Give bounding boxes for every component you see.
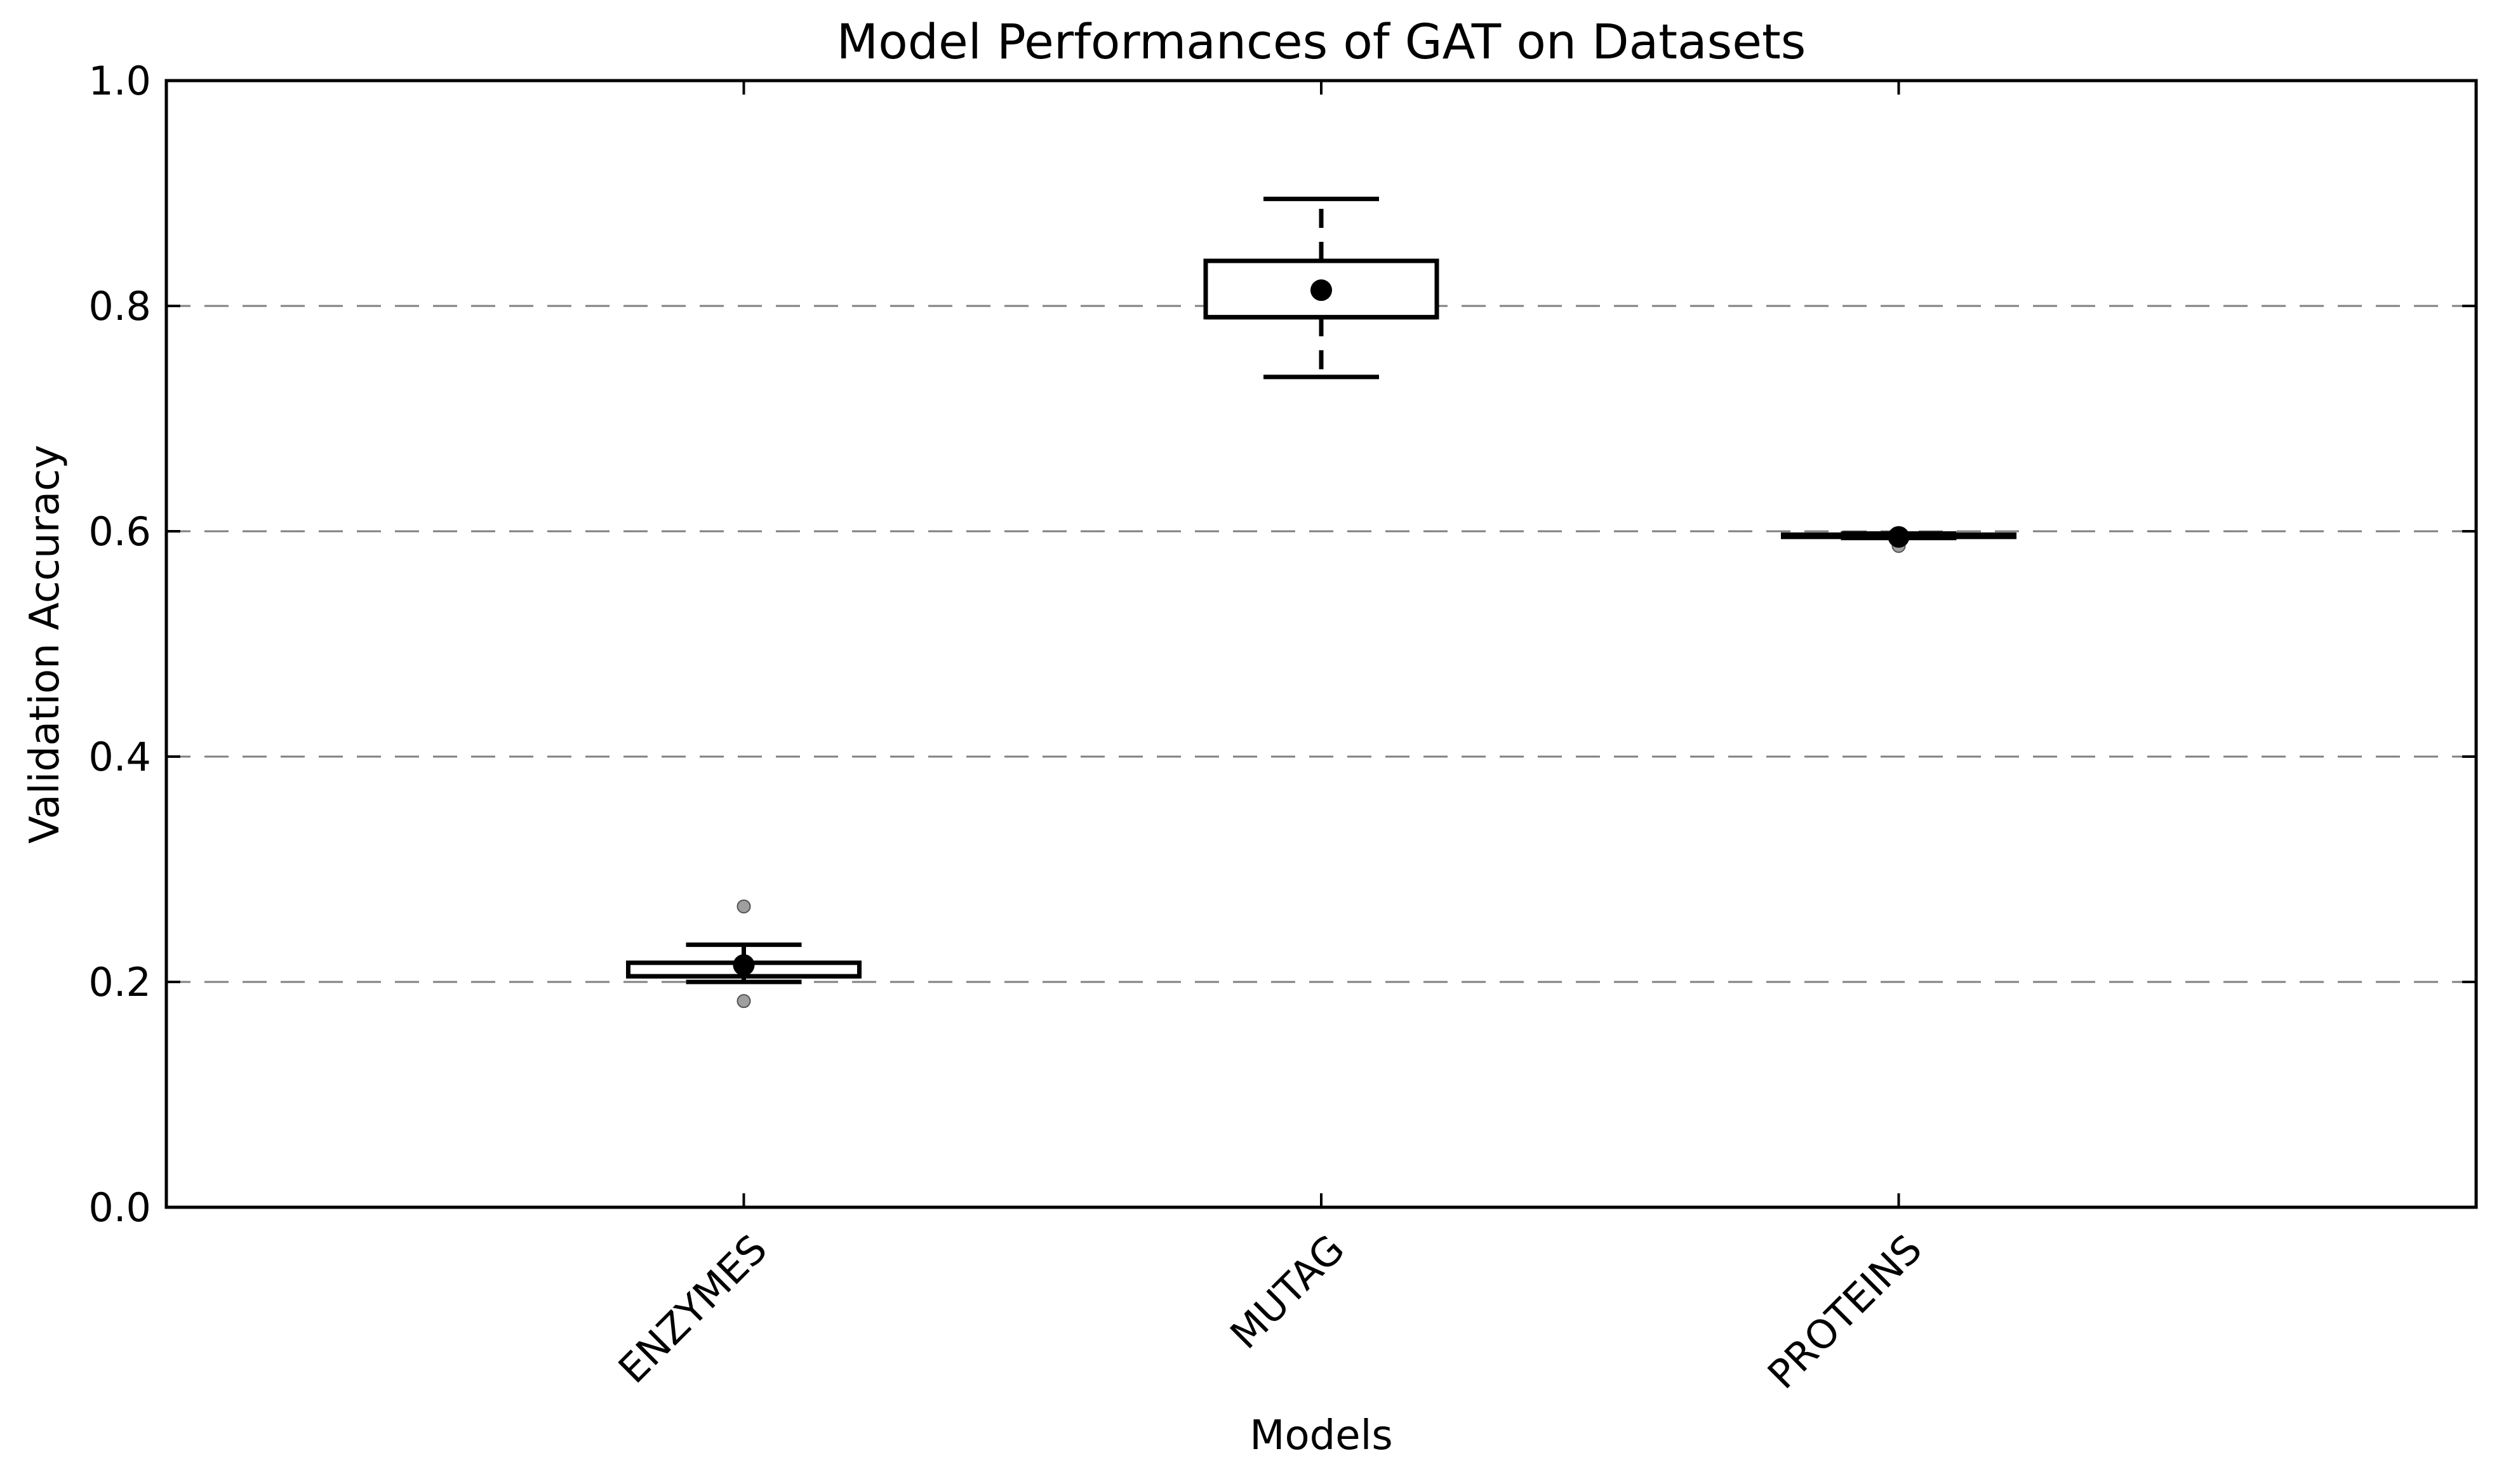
y-tick-label: 0.4 bbox=[88, 734, 151, 780]
y-tick-label: 0.2 bbox=[88, 959, 151, 1005]
y-tick-label: 0.6 bbox=[88, 508, 151, 555]
chart-title: Model Performances of GAT on Datasets bbox=[837, 13, 1806, 70]
outlier-point bbox=[736, 899, 751, 914]
box-series bbox=[626, 196, 2016, 1009]
y-tick-label: 1.0 bbox=[88, 58, 151, 104]
y-tick-label: 0.0 bbox=[88, 1184, 151, 1231]
y-tick-label: 0.8 bbox=[88, 283, 151, 329]
outlier-point bbox=[736, 994, 751, 1009]
box-enzymes bbox=[626, 899, 862, 1009]
mean-marker bbox=[1888, 526, 1910, 548]
mean-marker bbox=[1310, 279, 1332, 301]
plot-frame bbox=[164, 79, 2478, 1209]
box-mutag bbox=[1203, 196, 1439, 380]
x-axis-label: Models bbox=[1250, 1412, 1393, 1459]
mean-marker bbox=[733, 954, 755, 976]
box-proteins bbox=[1781, 526, 2016, 553]
y-axis-label: Validation Accuracy bbox=[22, 445, 69, 844]
